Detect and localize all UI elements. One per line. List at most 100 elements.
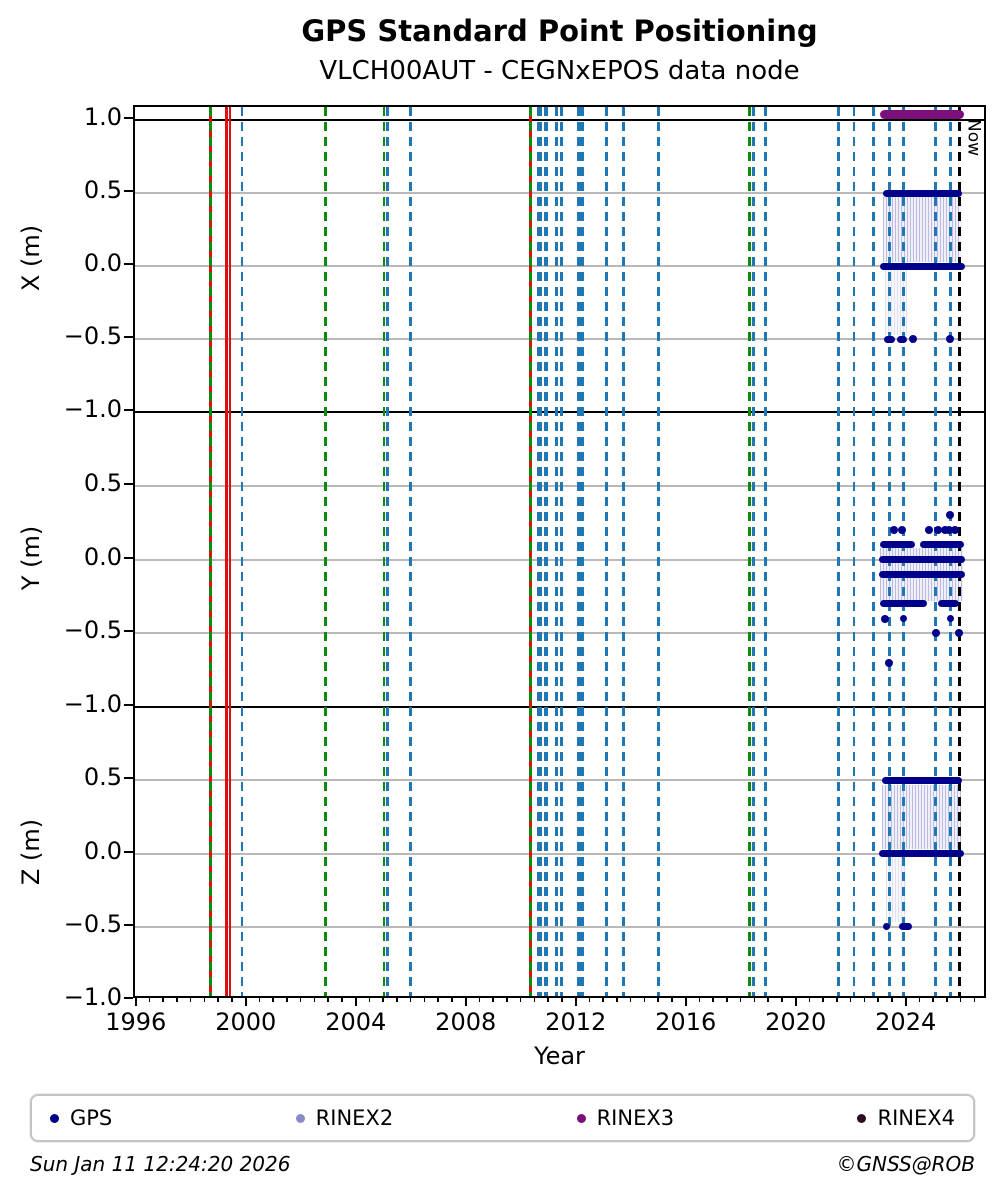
- gps-data-run: [882, 923, 890, 931]
- event-line-blue: [576, 107, 581, 996]
- subplot-boundary: [135, 705, 984, 709]
- legend-item-rinex2: RINEX2: [295, 1106, 394, 1130]
- y-tick: [124, 630, 133, 633]
- x-minor-tick: [506, 997, 508, 1002]
- x-minor-tick: [753, 997, 756, 1002]
- y-tick-label: 0.0: [83, 542, 122, 571]
- event-line-green: [208, 107, 212, 996]
- gps-data-run: [937, 600, 959, 608]
- gps-data-run: [947, 615, 955, 622]
- x-minor-tick: [451, 997, 453, 1002]
- x-minor-tick: [547, 997, 549, 1002]
- gps-data-point: [924, 526, 933, 534]
- plot-area: Now: [133, 105, 986, 998]
- x-minor-tick: [313, 997, 316, 1002]
- gridline: [135, 192, 984, 195]
- y-tick: [124, 117, 133, 120]
- event-line-blue: [933, 107, 937, 996]
- rinex4-marker-icon: [857, 1113, 867, 1123]
- x-minor-tick: [946, 997, 948, 1002]
- x-minor-tick: [781, 997, 783, 1002]
- x-tick-label: 2008: [435, 1008, 497, 1036]
- rinex2-fill: [885, 856, 907, 923]
- x-minor-tick: [492, 997, 494, 1002]
- x-minor-tick: [437, 997, 439, 1002]
- event-line-blue: [544, 107, 549, 996]
- event-line-red: [228, 107, 232, 996]
- x-minor-tick: [286, 997, 288, 1002]
- rinex2-marker-icon: [295, 1113, 305, 1123]
- x-minor-tick: [231, 997, 233, 1002]
- reference-line: [135, 118, 984, 122]
- gps-data-run: [900, 615, 907, 622]
- gps-data-point: [954, 629, 963, 638]
- x-minor-tick: [299, 997, 302, 1002]
- chart-subtitle: VLCH00AUT - CEGNxEPOS data node: [319, 56, 800, 86]
- x-minor-tick: [657, 997, 659, 1002]
- gps-data-run: [884, 335, 896, 343]
- gps-data-run: [881, 776, 962, 784]
- event-line-green: [324, 107, 327, 996]
- x-major-tick: [574, 997, 577, 1006]
- y-tick: [124, 190, 133, 193]
- now-label: Now: [963, 119, 984, 157]
- event-line-blue: [580, 107, 585, 996]
- y-tick-label: 0.0: [83, 836, 122, 865]
- y-tick: [124, 997, 133, 999]
- x-minor-tick: [932, 997, 934, 1002]
- event-line-blue: [386, 107, 389, 996]
- legend-item-gps: GPS: [50, 1106, 112, 1130]
- event-line-blue: [837, 107, 840, 996]
- subplot-boundary: [135, 410, 984, 414]
- x-minor-tick: [891, 997, 893, 1002]
- x-minor-tick: [877, 997, 879, 1002]
- gps-data-point: [881, 614, 890, 623]
- x-minor-tick: [959, 997, 962, 1002]
- event-line-blue: [852, 107, 856, 996]
- x-minor-tick: [203, 997, 206, 1002]
- gridline: [135, 338, 984, 341]
- y-tick-label: 0.0: [83, 249, 122, 278]
- gps-data-run: [920, 541, 964, 549]
- legend-label-rinex4: RINEX4: [877, 1106, 955, 1130]
- rinex2-fill: [882, 197, 962, 262]
- event-line-green: [529, 107, 533, 996]
- event-line-blue: [554, 107, 558, 996]
- y-tick: [124, 263, 133, 266]
- x-minor-tick: [712, 997, 714, 1002]
- x-minor-tick: [217, 997, 219, 1002]
- x-minor-tick: [162, 997, 164, 1002]
- legend-label-rinex2: RINEX2: [315, 1106, 394, 1130]
- event-line-blue: [605, 107, 609, 996]
- x-tick-label: 1996: [105, 1008, 167, 1036]
- x-minor-tick: [368, 997, 371, 1002]
- x-major-tick: [904, 997, 907, 1006]
- y-tick: [124, 777, 133, 780]
- gps-data-point: [885, 658, 894, 667]
- y-tick-label: −0.5: [63, 909, 122, 938]
- event-line-blue: [622, 107, 626, 996]
- y-tick-label: −1.0: [63, 690, 122, 718]
- event-line-blue: [948, 107, 952, 996]
- legend-label-rinex3: RINEX3: [596, 1106, 675, 1130]
- gridline: [135, 925, 984, 928]
- x-minor-tick: [643, 997, 646, 1002]
- event-line-blue: [240, 107, 244, 996]
- gps-data-point: [945, 526, 954, 534]
- x-minor-tick: [341, 997, 343, 1002]
- x-tick-label: 2000: [215, 1008, 277, 1036]
- gridline: [135, 558, 984, 561]
- gridline: [135, 265, 984, 268]
- gps-data-run: [879, 556, 965, 563]
- x-tick-label: 2020: [765, 1008, 827, 1036]
- legend-item-rinex4: RINEX4: [857, 1106, 955, 1130]
- gps-data-run: [878, 570, 966, 578]
- gps-data-point: [950, 526, 959, 534]
- footer: Sun Jan 11 12:24:20 2026 ©GNSS@ROB: [30, 1152, 975, 1176]
- gps-data-run: [879, 850, 964, 857]
- x-minor-tick: [396, 997, 398, 1002]
- x-minor-tick: [148, 997, 151, 1002]
- gps-data-point: [946, 335, 955, 344]
- x-tick-label: 2016: [655, 1008, 717, 1036]
